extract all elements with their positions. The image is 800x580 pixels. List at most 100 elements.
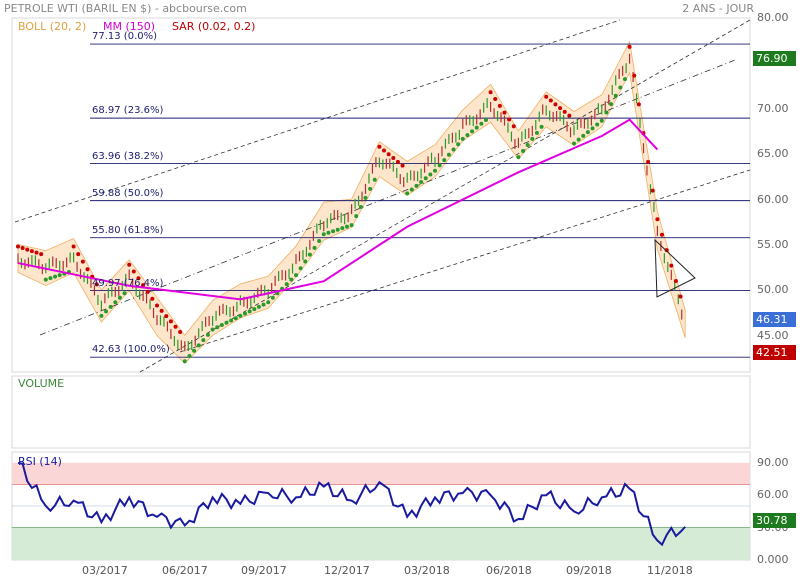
sar-dot: [270, 295, 275, 300]
rsi-value-tag: 30.78: [753, 513, 796, 528]
sar-dot: [16, 244, 20, 249]
sar-dot: [581, 133, 586, 138]
sar-dot: [521, 149, 526, 154]
sar-dot: [284, 282, 289, 287]
sar-dot: [178, 330, 183, 335]
rsi-axis-tick: 90.00: [757, 455, 789, 469]
sar-dot: [340, 226, 345, 231]
current-price-tag: 46.31: [753, 312, 796, 327]
x-axis-tick: 06/2018: [486, 564, 532, 577]
sar-dots: [16, 44, 683, 364]
legend-sar: SAR (0.02, 0.2): [172, 20, 256, 33]
mm-line: [17, 118, 659, 301]
sar-dot: [219, 323, 224, 327]
sar-dot: [414, 183, 419, 188]
sar-dot: [303, 259, 308, 264]
sar-dot: [53, 274, 58, 279]
sar-dot: [483, 118, 488, 123]
sar-dot: [488, 90, 493, 95]
sar-dot: [428, 172, 433, 177]
sar-dot: [224, 320, 229, 325]
sar-dot: [127, 262, 132, 267]
sar-dot: [507, 117, 512, 122]
sar-dot: [669, 263, 674, 268]
sar-dot: [164, 314, 169, 319]
sar-dot: [437, 163, 442, 168]
channel-line: [139, 19, 751, 373]
sar-dot: [298, 266, 303, 271]
sar-dot: [335, 227, 340, 232]
sar-dot: [321, 232, 326, 237]
oversold-zone: [12, 527, 750, 560]
high-price-tag: 76.90: [753, 51, 796, 66]
sar-dot: [590, 126, 595, 131]
sar-dot: [553, 102, 558, 107]
sar-dot: [349, 223, 354, 228]
sar-dot: [678, 294, 683, 299]
sar-dot: [613, 93, 618, 98]
fibonacci-label: 68.97 (23.6%): [92, 105, 164, 117]
rsi-line: [17, 461, 686, 547]
sar-dot: [474, 125, 479, 130]
sar-dot: [29, 249, 34, 254]
price-axis-tick: 80.00: [757, 11, 789, 24]
sar-dot: [363, 195, 368, 200]
sar-dot: [405, 191, 410, 196]
sar-dot: [419, 180, 424, 185]
fibonacci-label: 49.97 (76.4%): [92, 277, 164, 289]
sar-dot: [243, 311, 248, 316]
price-axis-tick: 60.00: [757, 192, 789, 206]
sar-dot: [534, 130, 539, 135]
sar-dot: [530, 136, 535, 141]
triangle-pattern: [654, 238, 696, 298]
sar-dot: [595, 122, 600, 127]
sar-dot: [233, 316, 238, 321]
fibonacci-label: 77.13 (0.0%): [92, 31, 158, 43]
price-panel-frame: [11, 17, 751, 373]
volume-panel-frame: [11, 375, 751, 449]
bollinger-band: [17, 40, 686, 364]
x-axis-tick: 03/2018: [404, 564, 450, 577]
sar-dot: [108, 304, 113, 309]
sar-dot: [48, 276, 53, 281]
sar-dot: [25, 247, 30, 252]
sar-dot: [256, 304, 261, 309]
sar-dot: [391, 156, 396, 161]
sar-dot: [511, 124, 516, 129]
sar-dot: [358, 205, 363, 209]
sar-dot: [516, 155, 521, 160]
sar-dot: [460, 136, 465, 141]
sar-dot: [525, 142, 530, 147]
sar-dot: [266, 300, 271, 305]
channel-line: [14, 19, 621, 223]
sar-dot: [192, 348, 197, 353]
sar-dot: [442, 158, 447, 163]
x-axis-tick: 12/2017: [324, 564, 370, 577]
sar-dot: [386, 152, 391, 157]
sar-dot: [627, 44, 632, 49]
sar-dot: [57, 273, 62, 278]
sar-dot: [493, 97, 498, 102]
sar-dot: [122, 291, 127, 296]
sar-dot: [585, 130, 590, 135]
sar-dot: [562, 109, 567, 114]
sar-dot: [159, 308, 164, 313]
sar-dot: [479, 121, 484, 126]
sar-dot: [294, 273, 298, 278]
sar-dot: [168, 319, 173, 324]
sar-dot: [71, 244, 76, 249]
sar-dot: [201, 338, 206, 343]
legend-mm: MM (150): [103, 20, 156, 33]
overbought-zone: [12, 462, 750, 485]
sar-dot: [131, 269, 136, 274]
sar-dot: [576, 137, 581, 142]
x-axis-tick: 11/2018: [647, 564, 693, 577]
sar-dot: [470, 129, 475, 134]
sar-dot: [664, 248, 669, 253]
price-axis-tick: 65.00: [757, 147, 789, 161]
sar-dot: [609, 102, 614, 107]
sar-dot: [502, 110, 507, 115]
rsi-polyline: [17, 461, 686, 547]
period-label[interactable]: 2 ANS - JOUR: [682, 2, 754, 15]
